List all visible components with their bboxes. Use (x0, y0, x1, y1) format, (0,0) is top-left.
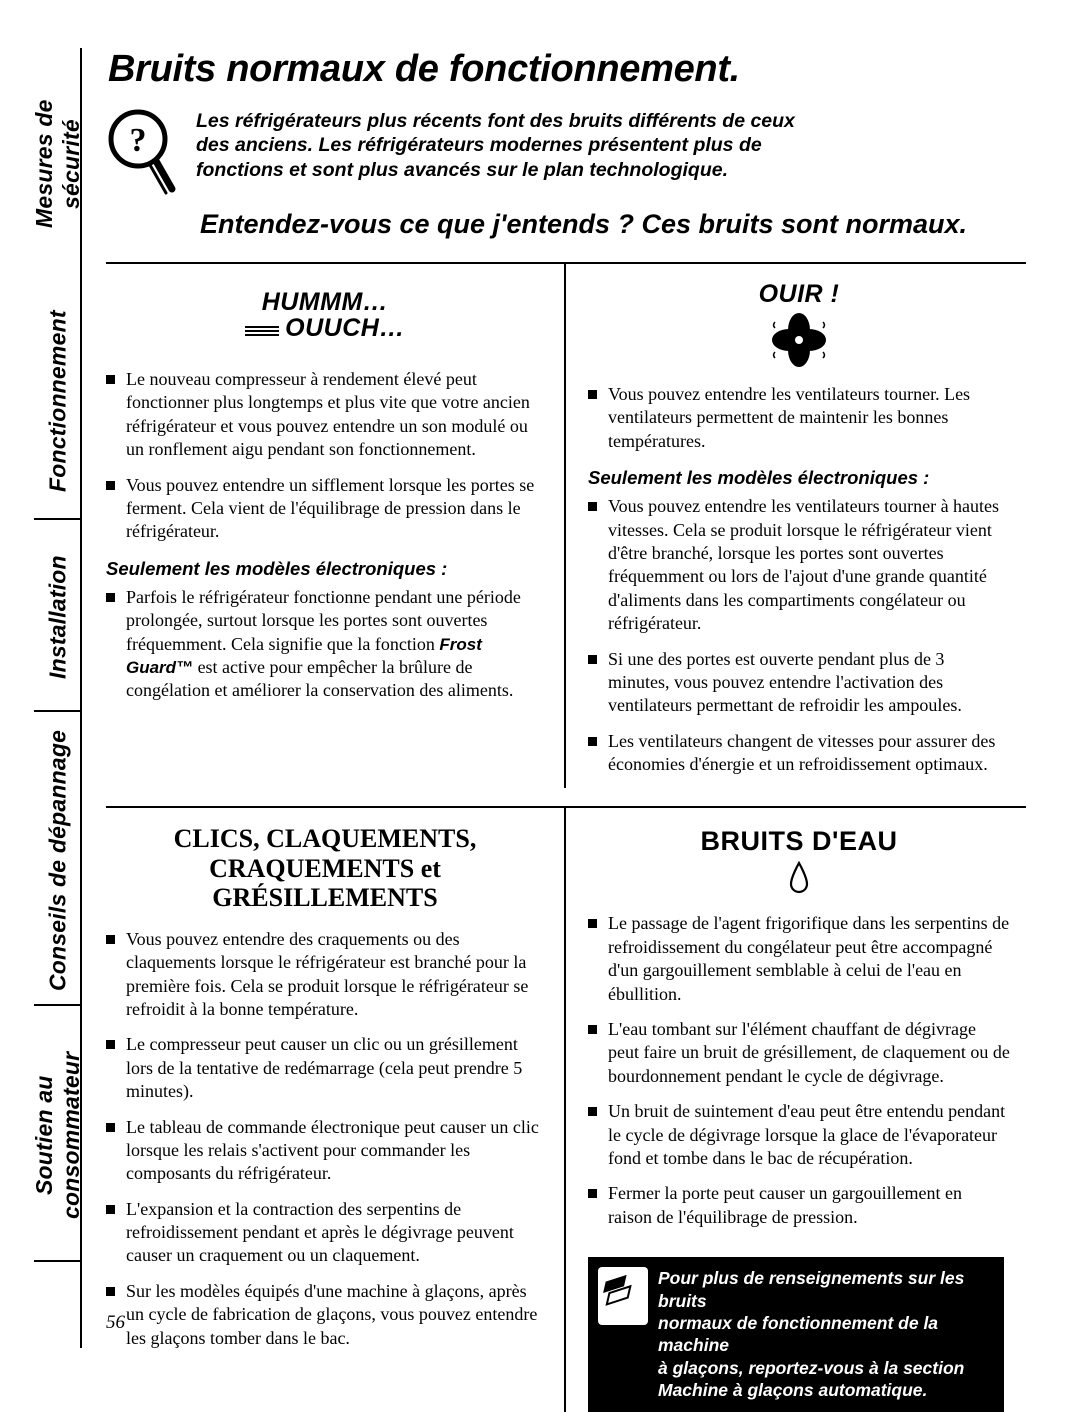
list-item: Vous pouvez entendre un sifflement lorsq… (106, 474, 544, 544)
page-frame: Mesures de sécurité Fonctionnement Insta… (80, 48, 1040, 1348)
section-eau: BRUITS D'EAU Le passage de l'agent frigo… (566, 808, 1026, 1411)
section-clics: CLICS, CLAQUEMENTS, CRAQUEMENTS et GRÉSI… (106, 808, 566, 1411)
head-ouir-text: OUIR ! (759, 280, 840, 309)
head-clics-b: CRAQUEMENTS et (209, 854, 441, 883)
intro-text: Les réfrigérateurs plus récents font des… (196, 109, 795, 182)
intro-l2: des anciens. Les réfrigérateurs modernes… (196, 134, 762, 156)
page-number: 56 (106, 1312, 125, 1334)
tab-soutien: Soutien auconsommateur (34, 1010, 82, 1262)
list-eau: Le passage de l'agent frigorifique dans … (588, 912, 1010, 1229)
head-ouir: OUIR ! (588, 280, 1010, 367)
footnote-box: Pour plus de renseignements sur les brui… (588, 1257, 1004, 1411)
intro-l1: Les réfrigérateurs plus récents font des… (196, 110, 795, 132)
sound-lines-icon (245, 317, 279, 343)
footnote-l1: Pour plus de renseignements sur les brui… (658, 1268, 964, 1310)
page-title: Bruits normaux de fonctionnement. (108, 48, 1040, 91)
row-1: HUMMM… OUUCH… Le nouveau compresseur à r… (106, 262, 1026, 788)
list-item: Vous pouvez entendre des craquements ou … (106, 928, 544, 1022)
head-clics: CLICS, CLAQUEMENTS, CRAQUEMENTS et GRÉSI… (106, 824, 544, 911)
row-2: CLICS, CLAQUEMENTS, CRAQUEMENTS et GRÉSI… (106, 806, 1026, 1411)
list-item: Un bruit de suintement d'eau peut être e… (588, 1100, 1010, 1170)
list-ouir: Vous pouvez entendre les ventilateurs to… (588, 383, 1010, 453)
water-drop-icon (788, 861, 810, 895)
tab-installation: Installation (34, 524, 82, 712)
list-item: Vous pouvez entendre les ventilateurs to… (588, 495, 1010, 635)
footnote-l2: normaux de fonctionnement de la machine (658, 1313, 938, 1355)
electronic-note: Seulement les modèles électroniques : (588, 467, 1010, 489)
side-tabs: Mesures de sécurité Fonctionnement Insta… (34, 48, 82, 1253)
footnote-l3: à glaçons, reportez-vous à la section (658, 1358, 964, 1378)
head-eau-text: BRUITS D'EAU (701, 826, 898, 857)
tab-soutien-l2: consommateur (58, 1051, 84, 1218)
list-ouir-elec: Vous pouvez entendre les ventilateurs to… (588, 495, 1010, 776)
intro-l3: fonctions et sont plus avancés sur le pl… (196, 159, 728, 181)
list-item: Le compresseur peut causer un clic ou un… (106, 1033, 544, 1103)
head-hummm-a: HUMMM… (262, 288, 389, 316)
head-clics-c: GRÉSILLEMENTS (212, 883, 437, 912)
manual-page-icon (598, 1267, 648, 1325)
list-clics: Vous pouvez entendre des craquements ou … (106, 928, 544, 1350)
list-item: Sur les modèles équipés d'une machine à … (106, 1280, 544, 1350)
magnifier-question-icon: ? (106, 109, 178, 195)
fan-icon (771, 313, 827, 367)
tab-soutien-l1: Soutien au (31, 1075, 57, 1195)
list-item: Parfois le réfrigérateur fonctionne pend… (106, 586, 544, 703)
head-eau: BRUITS D'EAU (588, 824, 1010, 896)
tab-securite: Mesures de sécurité (34, 48, 82, 280)
svg-text:?: ? (130, 122, 147, 159)
list-item: Le passage de l'agent frigorifique dans … (588, 912, 1010, 1006)
list-item: Le tableau de commande électronique peut… (106, 1116, 544, 1186)
list-hummm-elec: Parfois le réfrigérateur fonctionne pend… (106, 586, 544, 703)
list-item: L'expansion et la contraction des serpen… (106, 1198, 544, 1268)
list-item: Vous pouvez entendre les ventilateurs to… (588, 383, 1010, 453)
section-ouir: OUIR ! Vous pouvez en (566, 264, 1026, 788)
intro-subtitle: Entendez-vous ce que j'entends ? Ces bru… (200, 209, 1040, 240)
section-hummm: HUMMM… OUUCH… Le nouveau compresseur à r… (106, 264, 566, 788)
head-hummm: HUMMM… OUUCH… (106, 280, 544, 352)
list-item: Les ventilateurs changent de vitesses po… (588, 730, 1010, 777)
list-item: Le nouveau compresseur à rendement élevé… (106, 368, 544, 462)
list-item: Si une des portes est ouverte pendant pl… (588, 648, 1010, 718)
tab-fonctionnement: Fonctionnement (34, 284, 82, 520)
list-item: L'eau tombant sur l'élément chauffant de… (588, 1018, 1010, 1088)
head-hummm-b: OUUCH… (285, 314, 405, 342)
footnote-l4: Machine à glaçons automatique. (658, 1380, 927, 1400)
intro-row: ? Les réfrigérateurs plus récents font d… (106, 109, 1010, 195)
list-hummm: Le nouveau compresseur à rendement élevé… (106, 368, 544, 544)
tab-depannage: Conseils de dépannage (34, 716, 82, 1006)
head-clics-a: CLICS, CLAQUEMENTS, (174, 824, 477, 853)
list-item: Fermer la porte peut causer un gargouill… (588, 1182, 1010, 1229)
electronic-note: Seulement les modèles électroniques : (106, 558, 544, 580)
